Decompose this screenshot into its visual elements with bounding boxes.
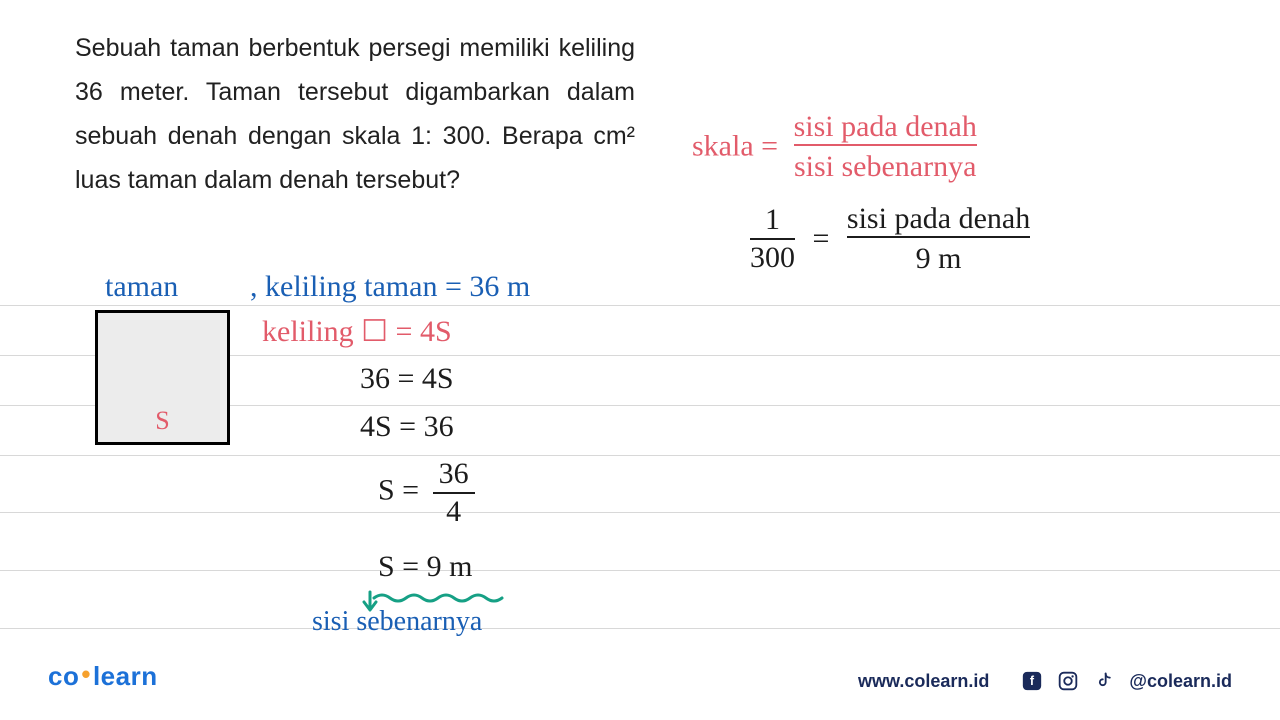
facebook-icon: f [1021, 670, 1043, 692]
work-line-5: S = 36 4 [378, 458, 475, 527]
tiktok-icon [1093, 670, 1115, 692]
left-frac-num: 1 [750, 204, 795, 240]
scale-lhs: skala = [692, 130, 778, 163]
work-line-1: , keliling taman = 36 m [250, 270, 530, 304]
instagram-icon [1057, 670, 1079, 692]
frac-den: 4 [433, 494, 475, 528]
logo-co: co [48, 661, 79, 691]
work-line-4: 4S = 36 [360, 410, 454, 444]
eq-sign: = [813, 222, 830, 255]
work-line-7: sisi sebenarnya [312, 606, 482, 638]
frac-num: 36 [433, 458, 475, 494]
right-frac-num: sisi pada denah [847, 202, 1030, 238]
problem-text: Sebuah taman berbentuk persegi memiliki … [75, 26, 635, 202]
work-line-3: 36 = 4S [360, 362, 454, 396]
left-frac-den: 300 [750, 240, 795, 274]
scale-num: sisi pada denah [794, 110, 977, 146]
footer-handle: @colearn.id [1129, 671, 1232, 692]
work-line-2: keliling ☐ = 4S [262, 314, 452, 349]
scale-den: sisi sebenarnya [794, 146, 977, 183]
colearn-logo: co•learn [48, 661, 158, 692]
scale-line-1: skala = sisi pada denah sisi sebenarnya [692, 110, 977, 183]
square-top-label: taman [105, 270, 178, 304]
footer-url: www.colearn.id [858, 671, 989, 692]
logo-dot: • [81, 659, 91, 690]
eq-lhs: S = [378, 473, 419, 506]
square-diagram: S [95, 310, 230, 445]
squiggle-underline [372, 590, 512, 604]
right-frac-den: 9 m [847, 238, 1030, 275]
logo-learn: learn [93, 661, 158, 691]
square-side-label: S [155, 406, 169, 436]
footer-right: www.colearn.id f @colearn.id [858, 670, 1232, 692]
work-line-6: S = 9 m [378, 550, 472, 584]
scale-line-2: 1 300 = sisi pada denah 9 m [750, 202, 1030, 275]
